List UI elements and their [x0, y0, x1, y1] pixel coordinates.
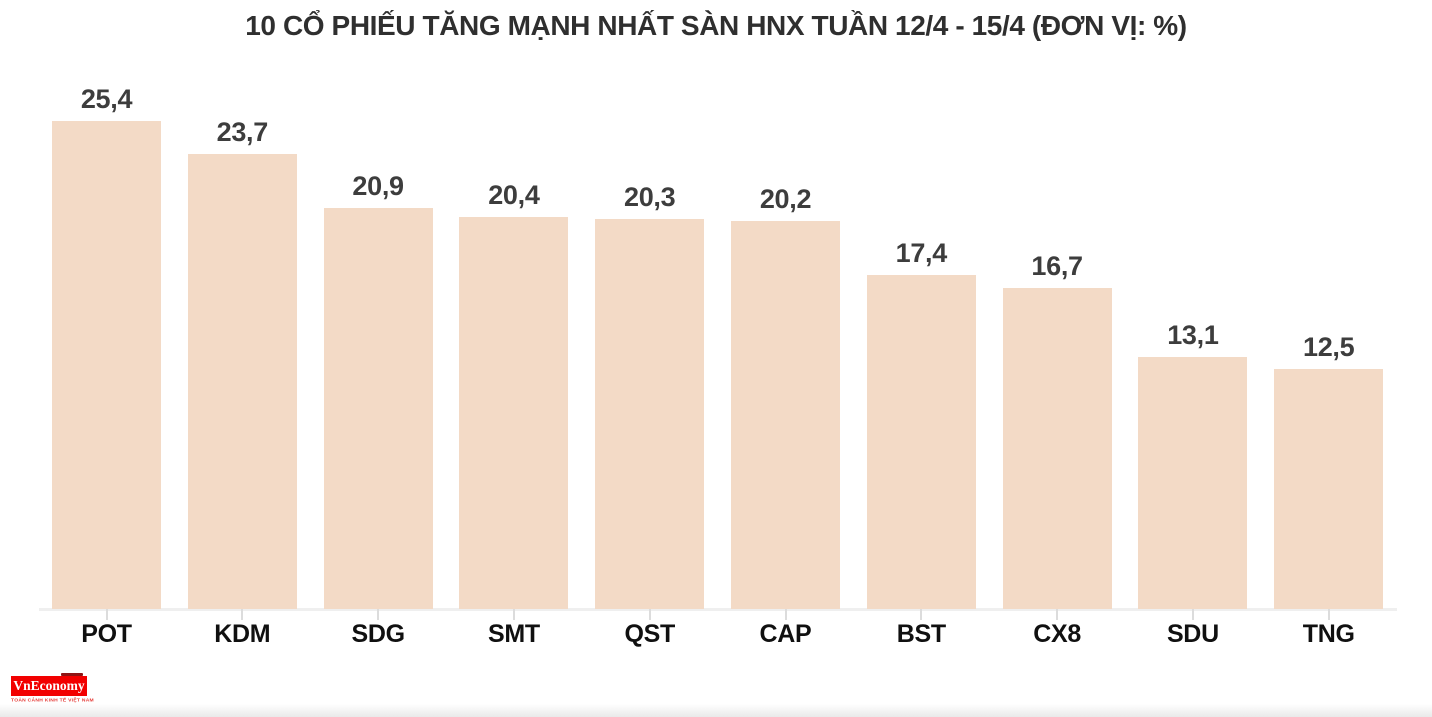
vneconomy-logo: VnEconomy: [11, 673, 87, 696]
x-axis-tick-SDG: [377, 609, 380, 620]
bar-POT: [52, 121, 161, 609]
x-axis-tick-CAP: [784, 609, 787, 620]
bar-value-label-POT: 25,4: [80, 84, 133, 114]
vneconomy-logo-text: VnEconomy: [13, 678, 85, 693]
bar-CAP: [731, 221, 840, 609]
x-axis-tick-KDM: [241, 609, 244, 620]
bar-value-label-SDG: 20,9: [352, 171, 404, 201]
vneconomy-logo-tagline: TOÀN CẢNH KINH TẾ VIỆT NAM: [11, 697, 94, 703]
x-label-CX8: CX8: [1033, 620, 1081, 648]
x-axis-tick-POT: [105, 609, 108, 620]
bar-BST: [866, 275, 976, 609]
x-label-BST: BST: [896, 620, 946, 648]
bar-SDU: [1138, 357, 1248, 609]
bar-SMT: [459, 217, 569, 609]
x-axis-tick-BST: [920, 609, 923, 620]
bar-SDG: [323, 208, 433, 609]
x-axis-tick-TNG: [1327, 609, 1330, 620]
x-axis-tick-SDU: [1191, 609, 1194, 620]
bar-QST: [595, 219, 705, 609]
bar-value-label-SMT: 20,4: [488, 180, 540, 210]
x-label-CAP: CAP: [759, 620, 812, 648]
x-label-TNG: TNG: [1302, 620, 1355, 648]
bar-value-label-CX8: 16,7: [1031, 251, 1083, 281]
bar-CX8: [1002, 288, 1112, 609]
x-axis-line: [39, 608, 1397, 611]
chart-title: 10 CỔ PHIẾU TĂNG MẠNH NHẤT SÀN HNX TUẦN …: [245, 10, 1187, 41]
x-label-POT: POT: [81, 620, 132, 648]
x-axis-tick-SMT: [512, 609, 515, 620]
x-label-SDG: SDG: [351, 620, 405, 648]
x-axis-tick-QST: [648, 609, 651, 620]
bar-value-label-QST: 20,3: [624, 182, 676, 212]
page-bottom-edge: [0, 704, 1432, 717]
bar-value-label-BST: 17,4: [895, 238, 948, 268]
x-label-SDU: SDU: [1166, 620, 1219, 648]
bar-value-label-KDM: 23,7: [216, 117, 269, 147]
bar-KDM: [187, 154, 297, 609]
bar-value-label-SDU: 13,1: [1167, 320, 1219, 350]
x-label-QST: QST: [624, 620, 675, 648]
bar-TNG: [1274, 369, 1384, 609]
bar-value-label-CAP: 20,2: [759, 184, 812, 214]
vneconomy-logo-trademark: [61, 673, 83, 676]
x-label-SMT: SMT: [487, 620, 540, 648]
x-label-KDM: KDM: [214, 620, 271, 648]
bar-value-label-TNG: 12,5: [1303, 332, 1355, 362]
x-axis-tick-CX8: [1056, 609, 1059, 620]
